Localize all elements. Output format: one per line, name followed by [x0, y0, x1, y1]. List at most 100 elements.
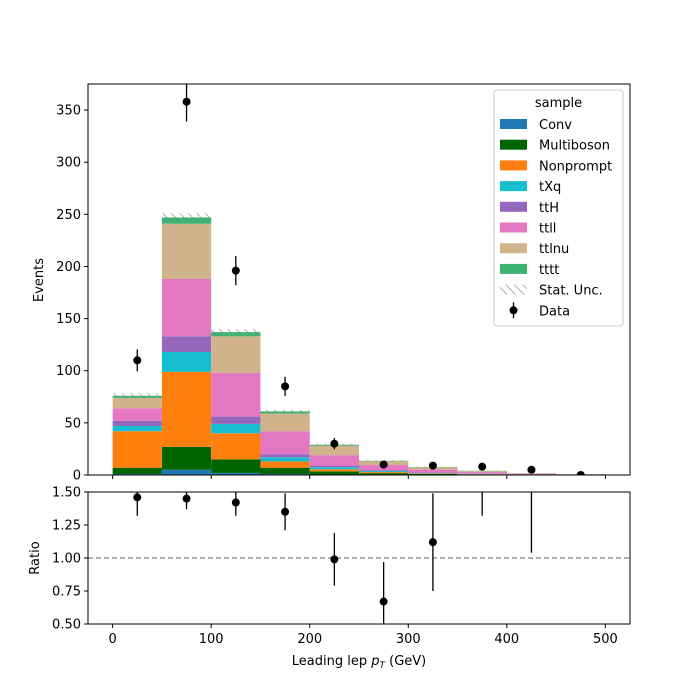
- legend-title: sample: [535, 96, 582, 111]
- bar-ttll-bin-0: [112, 408, 162, 421]
- bar-conv-bin-2: [211, 472, 261, 475]
- bar-ttll-bin-4: [309, 455, 359, 466]
- data-point-1: [182, 97, 191, 106]
- x-axis-label-p: p: [370, 654, 379, 669]
- ratio-point-4: [330, 555, 339, 564]
- bar-txq-bin-1: [161, 351, 212, 372]
- data-point-6: [428, 461, 437, 470]
- series-txq: [112, 351, 606, 475]
- data-point-3: [281, 382, 290, 391]
- ratio-x-tick-label-0: 0: [108, 632, 116, 647]
- legend-entry-conv: Conv: [500, 118, 572, 133]
- legend-swatch: [500, 263, 527, 274]
- legend-entry-stat-unc-: Stat. Unc.: [500, 284, 603, 299]
- bar-conv-bin-3: [260, 473, 310, 475]
- stat-unc-bin-1: [161, 213, 212, 222]
- bar-ttll-bin-6: [408, 469, 458, 473]
- legend-swatch: [500, 201, 527, 212]
- legend-entries: Conv Multiboson Nonprompt tXq ttH ttll ttlnu tt…: [500, 118, 612, 319]
- legend-hatch-swatch: [500, 284, 527, 295]
- bar-tth-bin-4: [309, 465, 359, 468]
- legend-label: Stat. Unc.: [539, 284, 603, 299]
- legend-entry-data: Data: [509, 302, 570, 319]
- main-y-tick-label-50: 50: [64, 416, 81, 431]
- legend-label: Data: [539, 304, 570, 319]
- ratio-y-tick-label-3: 1.25: [52, 519, 81, 534]
- main-y-tick-label-350: 350: [56, 104, 81, 119]
- main-y-tick-label-200: 200: [56, 260, 81, 275]
- main-plot-panel: 0 50 100 150 200 250 300 350 Events: [32, 83, 631, 484]
- data-points: [133, 84, 585, 475]
- legend-swatch: [500, 139, 527, 150]
- main-plot-frame: [87, 83, 631, 476]
- main-y-tick-label-150: 150: [56, 312, 81, 327]
- series-multiboson: [112, 446, 606, 475]
- main-x-ticks: [112, 475, 606, 479]
- ratio-point-2: [231, 498, 240, 507]
- ratio-y-tick-label-1: 0.75: [52, 585, 81, 600]
- bar-txq-bin-0: [112, 425, 162, 432]
- bar-tth-bin-5: [359, 470, 409, 472]
- x-axis-label-prefix: Leading lep: [292, 654, 371, 669]
- ratio-x-tick-label-300: 300: [396, 632, 421, 647]
- legend-label: ttH: [539, 201, 559, 216]
- legend-label: ttlnu: [539, 242, 569, 257]
- data-point-2: [231, 266, 240, 275]
- data-point-5: [379, 460, 388, 469]
- stat-unc-bin-0: [112, 393, 162, 399]
- stat-unc-bin-7: [457, 470, 507, 472]
- legend-swatch: [500, 243, 527, 254]
- legend-label: ttll: [539, 222, 556, 237]
- legend-entry-ttlnu: ttlnu: [500, 242, 569, 257]
- legend-label: tttt: [539, 263, 559, 278]
- ratio-x-tick-label-100: 100: [199, 632, 224, 647]
- ratio-point-5: [379, 597, 388, 606]
- bar-ttlnu-bin-1: [161, 223, 212, 279]
- legend-entry-nonprompt: Nonprompt: [500, 159, 612, 174]
- bar-ttll-bin-2: [211, 372, 261, 417]
- bar-nonprompt-bin-6: [408, 473, 458, 474]
- series-ttlnu: [112, 223, 606, 475]
- bar-ttll-bin-8: [506, 473, 557, 475]
- legend-label: Nonprompt: [539, 159, 612, 174]
- bar-ttlnu-bin-4: [309, 445, 359, 456]
- stat-unc-bin-2: [211, 329, 261, 336]
- bar-multiboson-bin-1: [161, 446, 212, 470]
- main-y-tick-label-250: 250: [56, 208, 81, 223]
- bar-ttlnu-bin-7: [457, 471, 507, 473]
- main-plot-area: [112, 84, 606, 475]
- bar-nonprompt-bin-2: [211, 433, 261, 460]
- legend-entry-ttll: ttll: [500, 222, 556, 237]
- bar-conv-bin-1: [161, 469, 212, 475]
- bar-tth-bin-3: [260, 454, 310, 458]
- legend-label: Multiboson: [539, 139, 610, 154]
- main-y-ticks: 0 50 100 150 200 250 300 350: [56, 104, 88, 484]
- ratio-y-axis-label: Ratio: [28, 541, 43, 574]
- bar-ttlnu-bin-3: [260, 413, 310, 432]
- ratio-y-tick-label-2: 1.00: [52, 552, 81, 567]
- x-axis-label-suffix: (GeV): [385, 654, 426, 669]
- ratio-x-tick-label-200: 200: [297, 632, 322, 647]
- data-point-4: [330, 439, 339, 448]
- bar-tth-bin-2: [211, 416, 261, 424]
- series-ttll: [112, 278, 606, 475]
- data-point-9: [576, 471, 585, 475]
- legend-swatch: [500, 160, 527, 171]
- series-tth: [112, 336, 606, 475]
- legend-entry-tttt: tttt: [500, 263, 559, 278]
- ratio-point-3: [281, 507, 290, 516]
- bar-multiboson-bin-0: [112, 467, 162, 474]
- main-y-tick-label-100: 100: [56, 364, 81, 379]
- bar-multiboson-bin-2: [211, 459, 261, 473]
- main-y-tick-label-0: 0: [73, 469, 81, 484]
- ratio-point-8: [527, 448, 535, 456]
- data-point-0: [133, 356, 142, 365]
- ratio-x-tick-label-500: 500: [593, 632, 618, 647]
- ratio-y-tick-label-4: 1.50: [52, 486, 81, 501]
- ratio-plot-panel: 0 100 200 300 400 500 0.50 0.75 1.00 1.25 1.50 Ra…: [28, 448, 631, 671]
- bar-ttll-bin-7: [457, 472, 507, 474]
- series-nonprompt: [112, 371, 606, 475]
- main-y-axis-label: Events: [32, 258, 47, 302]
- legend-entry-txq: tXq: [500, 180, 561, 195]
